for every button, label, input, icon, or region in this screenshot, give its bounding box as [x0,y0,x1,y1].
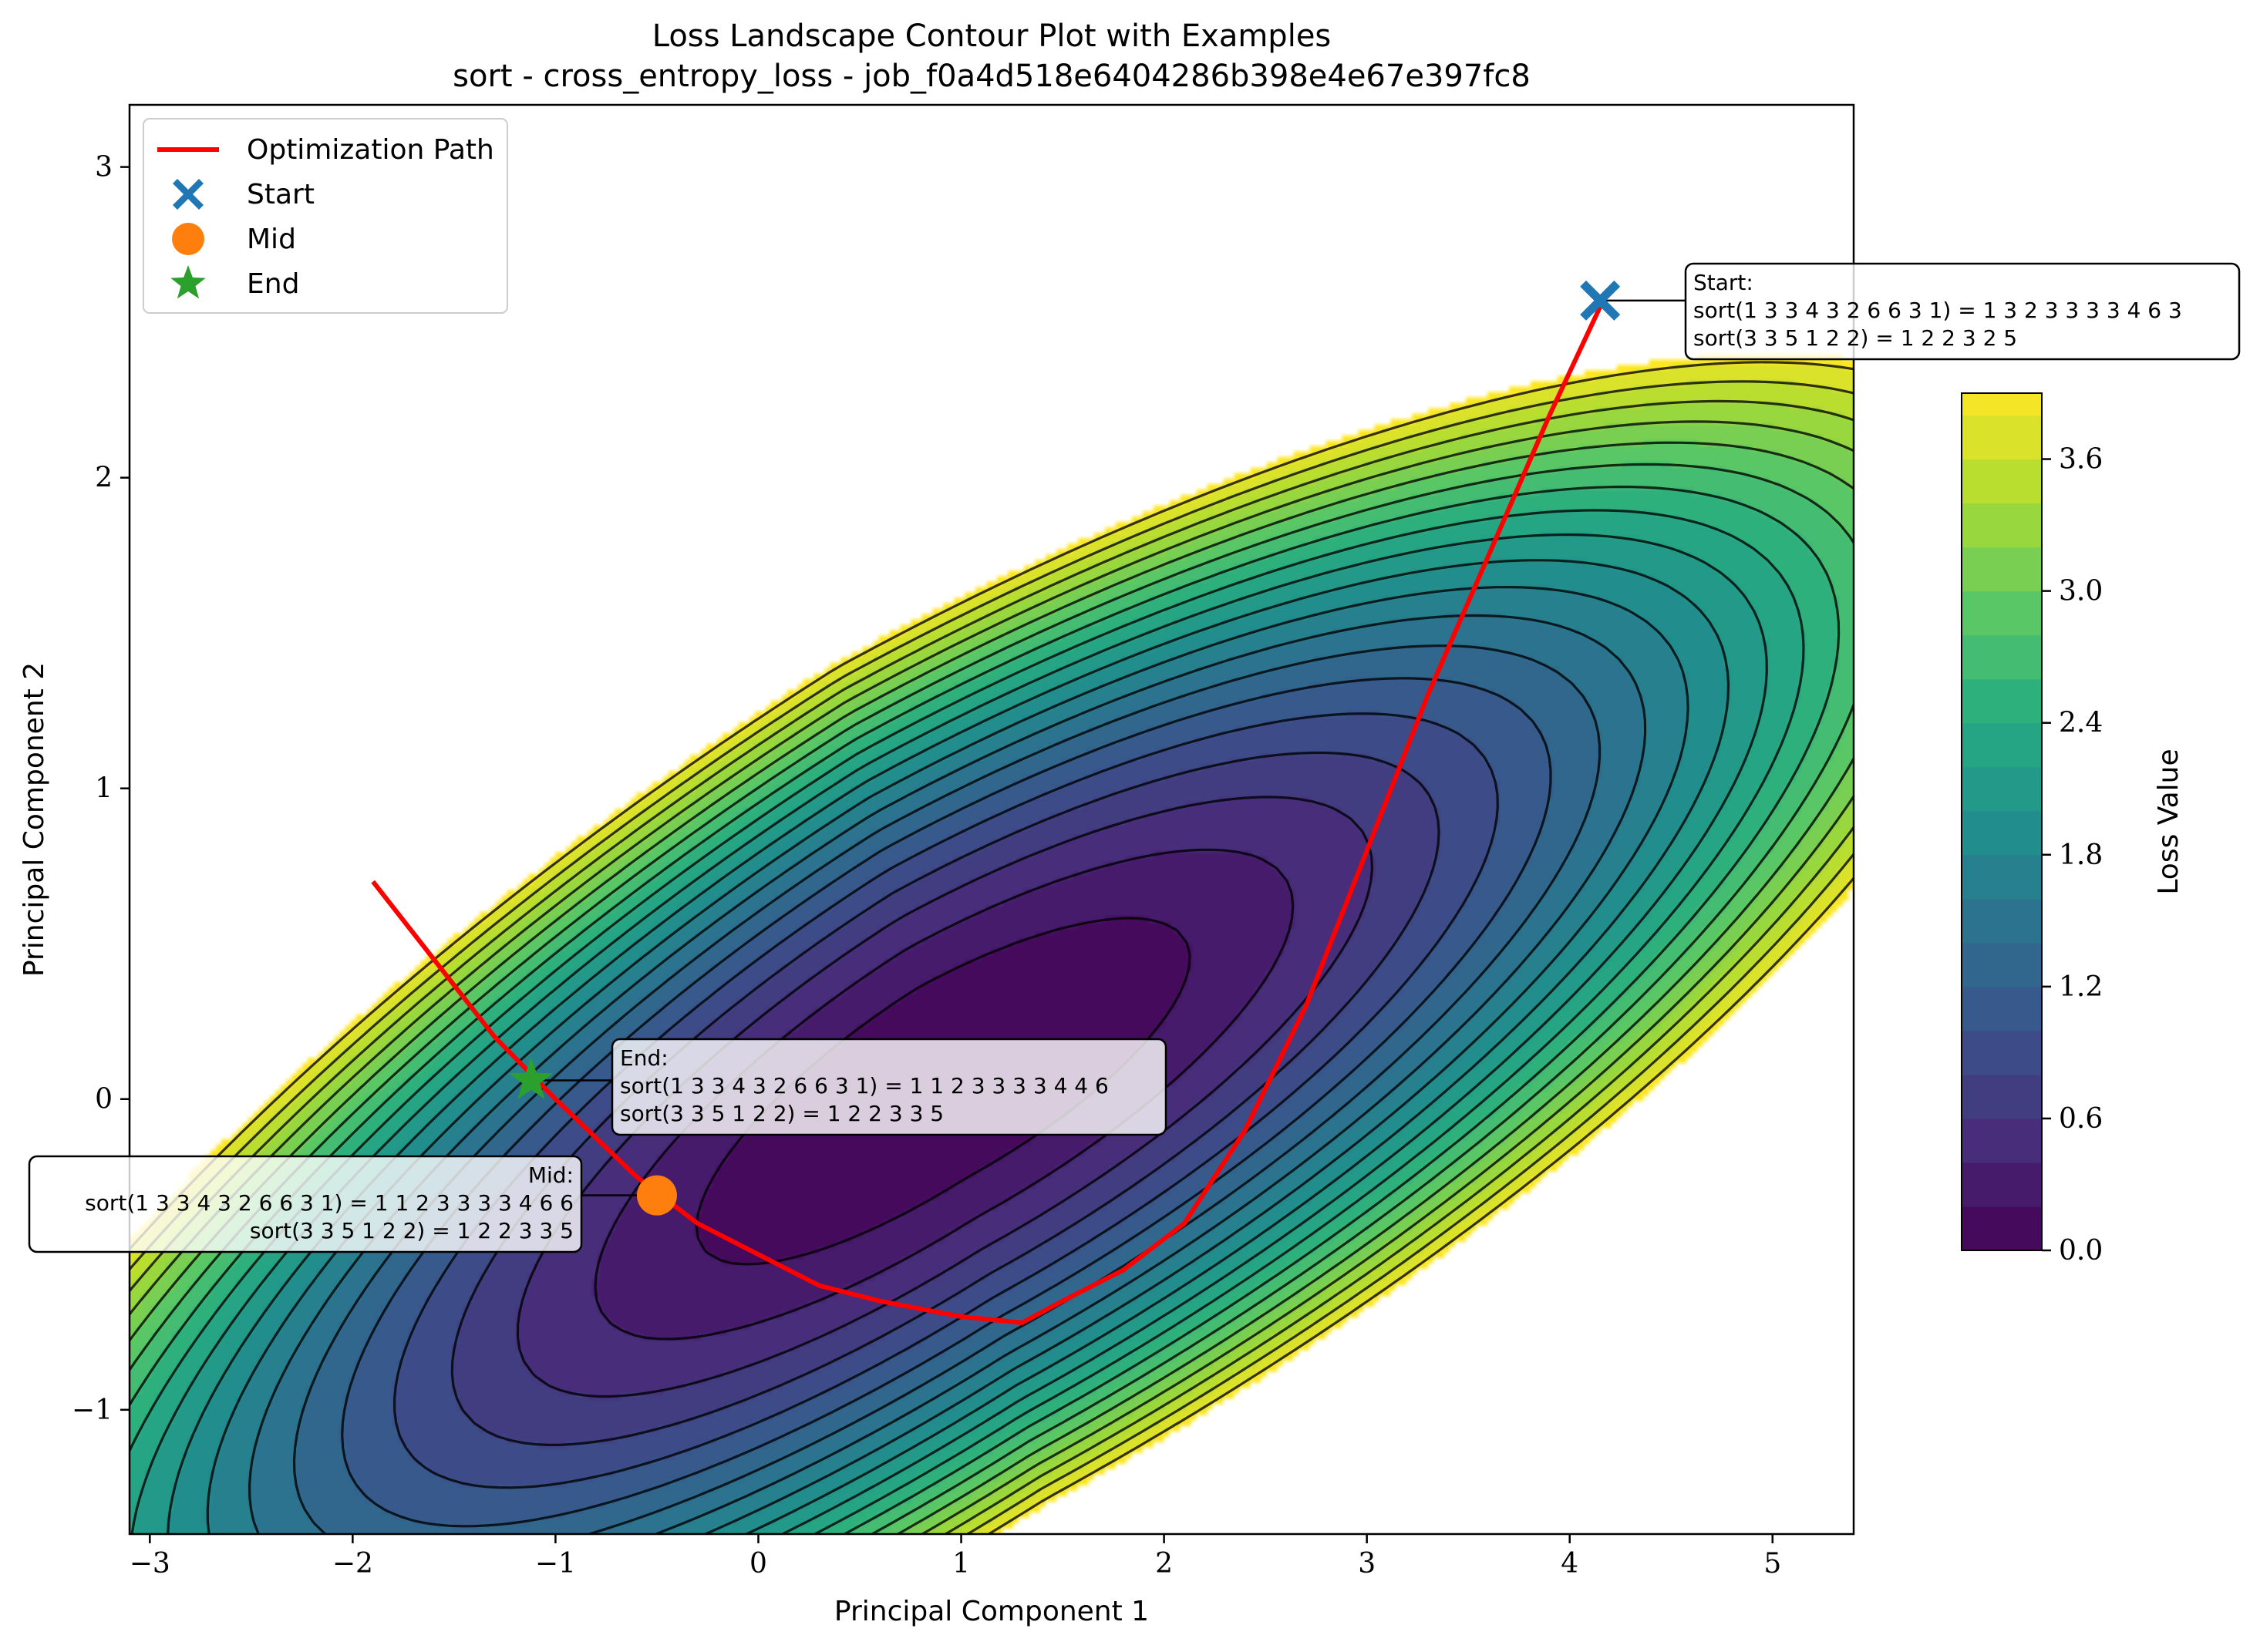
chart-title: Loss Landscape Contour Plot with Example… [652,19,1332,54]
annotation-line: sort(3 3 5 1 2 2) = 1 2 2 3 2 5 [1693,325,2017,351]
annotation-line: Start: [1693,270,1753,295]
legend-label-start: Start [247,179,315,210]
legend-label-mid: Mid [247,224,296,255]
annotation-end: End:sort(1 3 3 4 3 2 6 6 3 1) = 1 1 2 3 … [611,1038,1167,1136]
annotation-line: sort(1 3 3 4 3 2 6 6 3 1) = 1 3 2 3 3 3 … [1693,298,2182,323]
colorbar-band [1962,393,2042,416]
x-tick-label: 3 [1358,1548,1376,1580]
contour-line [130,463,1854,1534]
plot-frame [128,103,1855,1536]
marker-mid [636,1175,677,1216]
x-tick-label: 2 [1155,1548,1173,1580]
x-tick-label: 0 [749,1548,767,1580]
y-tick-label: −1 [72,1395,113,1426]
annotation-box [611,1038,1167,1136]
colorbar-tick-label: 3.6 [2059,444,2103,476]
colorbar-tick-label: 1.2 [2059,971,2103,1003]
colorbar-band [1962,1206,2042,1251]
colorbar-tick-label: 2.4 [2059,708,2103,739]
y-tick-label: 3 [95,152,113,183]
colorbar-band [1962,986,2042,1031]
annotation-mid: Mid:sort(1 3 3 4 3 2 6 6 3 1) = 1 1 2 3 … [28,1155,583,1253]
colorbar-band [1962,1030,2042,1075]
optimization-path-group [371,305,1602,1325]
contour-line [130,420,1854,1534]
y-axis-ticks: −1 0 1 2 3 [72,152,130,1426]
colorbar-band [1962,1074,2042,1119]
legend-start-icon [173,179,204,210]
colorbar-band [1962,547,2042,592]
colorbar-band [1962,634,2042,680]
colorbar-band [1962,810,2042,856]
x-tick-label: −1 [535,1548,576,1580]
colorbar-label: Loss Value [2153,749,2184,894]
legend-mid-icon [172,223,204,255]
annotations: Start: sort(1 3 3 4 3 2 6 6 3 1) = 1 3 2 … [28,262,2241,1253]
colorbar-tick-label: 0.6 [2059,1103,2103,1135]
contour-line [248,614,1647,1534]
legend-label-path: Optimization Path [247,134,494,166]
y-tick-label: 2 [95,463,113,494]
x-tick-label: −2 [332,1548,373,1580]
marker-start [1580,280,1621,321]
colorbar-band [1962,722,2042,768]
y-tick-label: 1 [95,773,113,805]
colorbar-tick-label: 1.8 [2059,839,2103,871]
legend-end-icon [170,265,206,299]
x-tick-label: 1 [952,1548,970,1580]
annotation-box [28,1155,583,1253]
annotation-line: End: [620,1045,669,1071]
colorbar-band [1962,898,2042,944]
loss-landscape-heatmap [130,105,1854,1534]
annotation-box [1684,262,2241,361]
x-axis-ticks: −3 −2 −1 0 1 2 3 4 5 [130,1534,1781,1580]
colorbar-band [1962,942,2042,987]
colorbar-band [1962,1162,2042,1207]
colorbar-frame [1961,392,2043,1251]
contour-line [393,712,1499,1489]
colorbar-tick-label: 3.0 [2059,576,2103,607]
colorbar-band [1962,854,2042,900]
annotation-start: Start: sort(1 3 3 4 3 2 6 6 3 1) = 1 3 2 … [1684,262,2241,361]
annotation-line: sort(1 3 3 4 3 2 6 6 3 1) = 1 1 2 3 3 3 … [620,1073,1109,1099]
colorbar-band [1962,415,2042,460]
colorbar-ticks: 0.0 0.6 1.2 1.8 2.4 3.0 3.6 [2042,444,2103,1267]
colorbar-bands [1962,393,2042,1251]
legend-frame [143,118,508,314]
chart-subtitle: sort - cross_entropy_loss - job_f0a4d518… [453,59,1531,94]
x-tick-label: 5 [1763,1548,1781,1580]
colorbar-band [1962,766,2042,812]
contour-line [130,399,1854,1534]
annotation-line: sort(3 3 5 1 2 2) = 1 2 2 3 3 5 [250,1218,574,1243]
legend-label-end: End [247,268,299,300]
x-tick-label: 4 [1561,1548,1578,1580]
colorbar-band [1962,678,2042,724]
contour-line [167,559,1730,1534]
optimization-path [371,305,1602,1325]
marker-end [509,1057,554,1099]
legend: Optimization Path Start Mid End [143,118,508,314]
x-tick-label: −3 [130,1548,170,1580]
colorbar-band [1962,503,2042,548]
colorbar-tick-label: 0.0 [2059,1235,2103,1267]
contour-line [206,586,1689,1534]
x-axis-label: Principal Component 1 [834,1596,1149,1627]
path-markers [509,280,1621,1216]
colorbar-band [1962,590,2042,636]
contour-line [292,644,1602,1534]
annotation-line: sort(3 3 5 1 2 2) = 1 2 2 3 3 5 [620,1101,944,1126]
colorbar: 0.0 0.6 1.2 1.8 2.4 3.0 3.6 Loss Value [1961,392,2184,1267]
colorbar-band [1962,459,2042,504]
annotation-line: sort(1 3 3 4 3 2 6 6 3 1) = 1 1 2 3 3 3 … [85,1190,574,1216]
colorbar-band [1962,1118,2042,1163]
y-tick-label: 0 [95,1084,113,1115]
annotation-line: Mid: [528,1162,574,1188]
y-axis-label: Principal Component 2 [19,662,50,977]
contour-line [341,677,1552,1528]
contour-line [130,509,1805,1534]
